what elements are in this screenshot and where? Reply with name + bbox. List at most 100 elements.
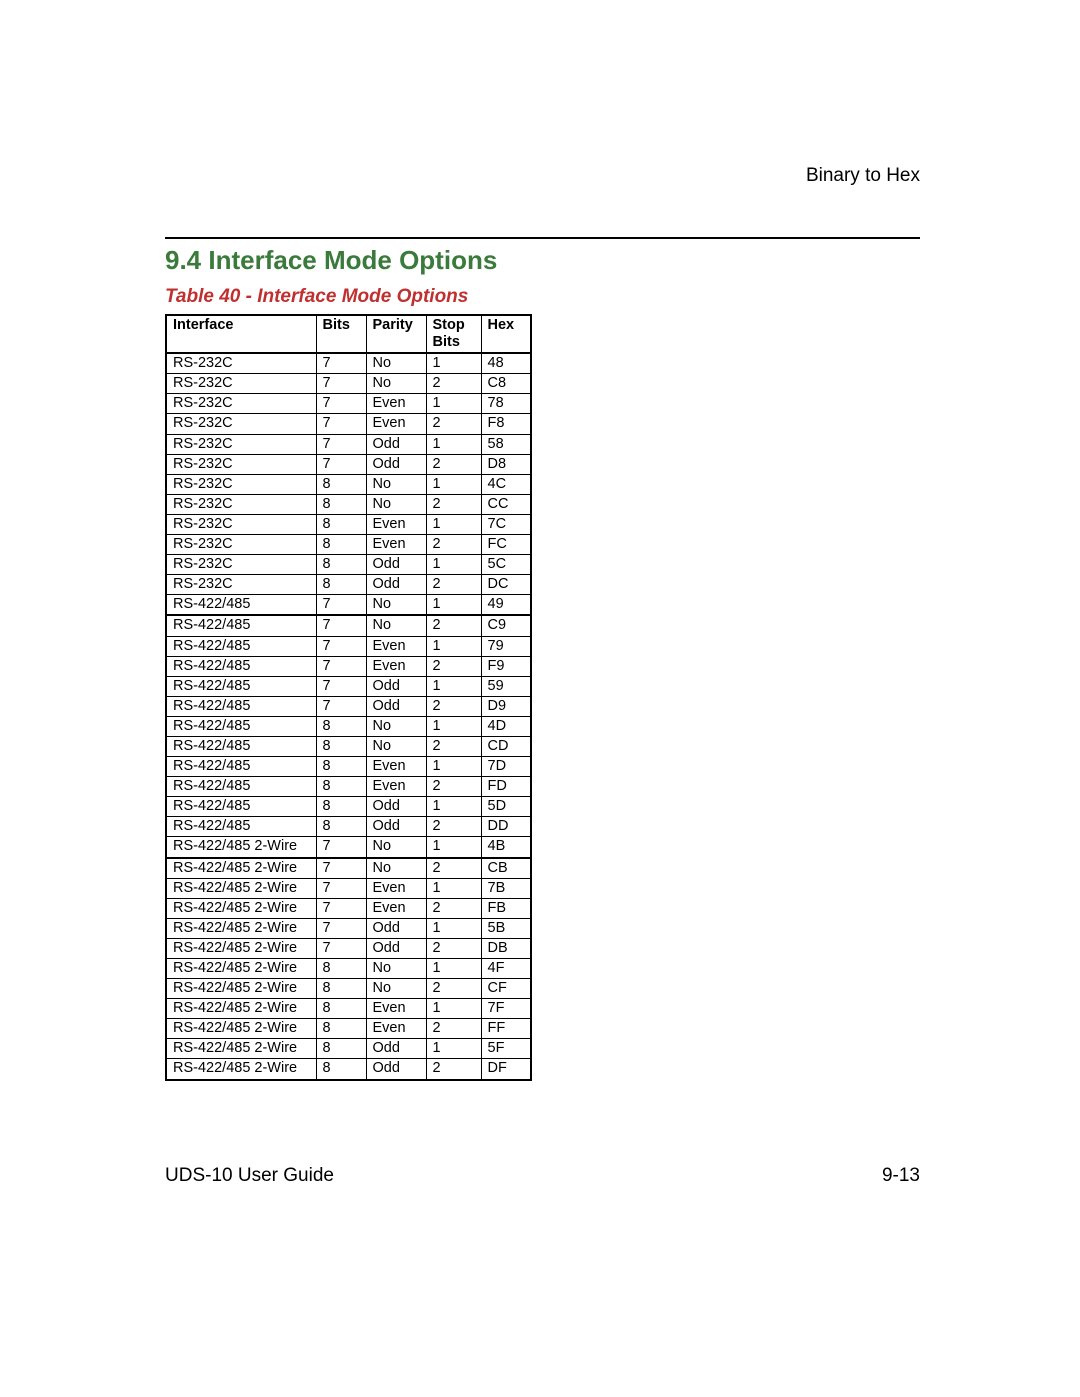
table-row: RS-232C7Odd158	[166, 434, 531, 454]
table-row: RS-422/485 2-Wire7No2CB	[166, 858, 531, 879]
table-cell: 4D	[481, 716, 531, 736]
table-cell: 2	[426, 1059, 481, 1080]
table-cell: Odd	[366, 454, 426, 474]
table-cell: 8	[316, 959, 366, 979]
table-row: RS-422/485 2-Wire8Odd2DF	[166, 1059, 531, 1080]
table-cell: FD	[481, 777, 531, 797]
table-row: RS-232C8No2CC	[166, 494, 531, 514]
table-cell: RS-422/485	[166, 797, 316, 817]
table-cell: RS-232C	[166, 575, 316, 595]
table-cell: 8	[316, 494, 366, 514]
table-cell: 4C	[481, 474, 531, 494]
table-cell: No	[366, 615, 426, 636]
section-heading: 9.4 Interface Mode Options	[165, 245, 920, 276]
table-cell: RS-232C	[166, 474, 316, 494]
table-cell: 59	[481, 676, 531, 696]
table-cell: 1	[426, 474, 481, 494]
table-cell: RS-422/485 2-Wire	[166, 918, 316, 938]
table-row: RS-422/485 2-Wire8Even17F	[166, 999, 531, 1019]
table-cell: 7	[316, 353, 366, 374]
table-cell: C9	[481, 615, 531, 636]
table-row: RS-422/485 2-Wire8Even2FF	[166, 1019, 531, 1039]
table-cell: 2	[426, 454, 481, 474]
table-cell: 8	[316, 535, 366, 555]
table-cell: 2	[426, 1019, 481, 1039]
table-cell: RS-232C	[166, 514, 316, 534]
table-cell: 1	[426, 434, 481, 454]
table-cell: 8	[316, 797, 366, 817]
table-cell: RS-422/485	[166, 696, 316, 716]
table-cell: 4B	[481, 837, 531, 858]
table-row: RS-422/485 2-Wire8No2CF	[166, 979, 531, 999]
table-cell: 7D	[481, 757, 531, 777]
table-row: RS-422/485 2-Wire7Even17B	[166, 878, 531, 898]
table-cell: Odd	[366, 434, 426, 454]
table-cell: 8	[316, 777, 366, 797]
table-cell: FC	[481, 535, 531, 555]
table-cell: 1	[426, 918, 481, 938]
table-cell: C8	[481, 374, 531, 394]
table-cell: 7B	[481, 878, 531, 898]
table-cell: 7	[316, 595, 366, 616]
divider	[165, 237, 920, 239]
table-cell: 7	[316, 615, 366, 636]
table-cell: RS-422/485 2-Wire	[166, 1059, 316, 1080]
table-cell: 1	[426, 555, 481, 575]
table-cell: 1	[426, 716, 481, 736]
table-cell: CD	[481, 736, 531, 756]
table-cell: 2	[426, 535, 481, 555]
table-cell: 1	[426, 878, 481, 898]
table-cell: No	[366, 474, 426, 494]
table-cell: RS-422/485	[166, 736, 316, 756]
table-row: RS-232C8Even17C	[166, 514, 531, 534]
column-header: Interface	[166, 315, 316, 353]
table-cell: RS-422/485	[166, 777, 316, 797]
table-cell: 8	[316, 716, 366, 736]
table-row: RS-422/485 2-Wire7Even2FB	[166, 898, 531, 918]
table-cell: 79	[481, 636, 531, 656]
table-cell: 1	[426, 837, 481, 858]
table-cell: Even	[366, 878, 426, 898]
table-cell: 2	[426, 615, 481, 636]
table-cell: 8	[316, 979, 366, 999]
table-cell: Even	[366, 757, 426, 777]
table-cell: Even	[366, 777, 426, 797]
table-cell: 2	[426, 817, 481, 837]
table-cell: 2	[426, 979, 481, 999]
table-cell: 7	[316, 918, 366, 938]
column-header: Bits	[316, 315, 366, 353]
table-cell: No	[366, 595, 426, 616]
table-cell: RS-232C	[166, 374, 316, 394]
table-row: RS-232C7Even2F8	[166, 414, 531, 434]
table-cell: 4F	[481, 959, 531, 979]
table-cell: RS-422/485 2-Wire	[166, 999, 316, 1019]
table-cell: Even	[366, 636, 426, 656]
table-cell: Even	[366, 514, 426, 534]
table-header-row: InterfaceBitsParityStopBitsHex	[166, 315, 531, 353]
table-cell: Even	[366, 898, 426, 918]
table-cell: 1	[426, 353, 481, 374]
table-cell: 1	[426, 797, 481, 817]
table-cell: 7F	[481, 999, 531, 1019]
table-cell: No	[366, 736, 426, 756]
table-row: RS-422/485 2-Wire7Odd15B	[166, 918, 531, 938]
table-cell: 7	[316, 394, 366, 414]
table-cell: 1	[426, 595, 481, 616]
table-cell: RS-232C	[166, 353, 316, 374]
table-row: RS-422/4857Odd159	[166, 676, 531, 696]
table-cell: 8	[316, 1039, 366, 1059]
column-header: Parity	[366, 315, 426, 353]
table-cell: Odd	[366, 817, 426, 837]
table-cell: 2	[426, 858, 481, 879]
column-header: Hex	[481, 315, 531, 353]
table-row: RS-232C8Even2FC	[166, 535, 531, 555]
table-cell: 8	[316, 1059, 366, 1080]
table-cell: D8	[481, 454, 531, 474]
table-cell: 5F	[481, 1039, 531, 1059]
table-cell: 1	[426, 757, 481, 777]
table-cell: DB	[481, 938, 531, 958]
table-cell: 2	[426, 938, 481, 958]
interface-mode-table: InterfaceBitsParityStopBitsHex RS-232C7N…	[165, 314, 532, 1081]
table-row: RS-232C7Even178	[166, 394, 531, 414]
table-row: RS-232C8Odd15C	[166, 555, 531, 575]
